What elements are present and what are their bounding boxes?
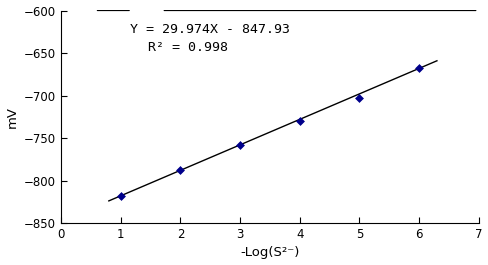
Point bbox=[117, 194, 124, 198]
Y-axis label: mV: mV bbox=[5, 106, 19, 128]
Point bbox=[296, 119, 304, 123]
Point bbox=[355, 96, 363, 100]
Point bbox=[236, 143, 244, 147]
Point bbox=[415, 66, 423, 70]
X-axis label: -Log(S²⁻): -Log(S²⁻) bbox=[240, 246, 300, 259]
Text: Y = 29.974X - 847.93: Y = 29.974X - 847.93 bbox=[130, 23, 290, 36]
Text: R² = 0.998: R² = 0.998 bbox=[147, 41, 227, 54]
Point bbox=[177, 168, 184, 173]
